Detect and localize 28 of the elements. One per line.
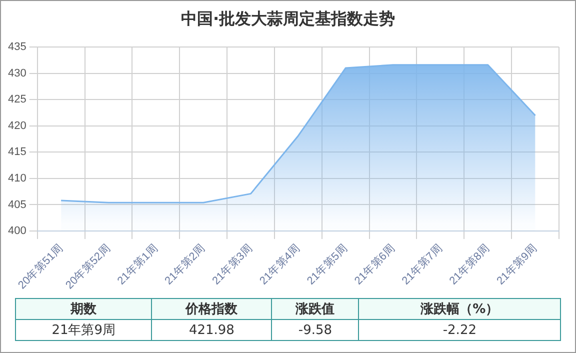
y-tick-label: 420	[8, 120, 26, 132]
x-tick-label: 21年第1周	[115, 242, 160, 288]
text: -9.58	[272, 320, 359, 340]
text: 涨跌值	[272, 298, 359, 320]
y-tick-label: 425	[8, 94, 26, 106]
y-tick-label: 435	[8, 41, 26, 54]
x-tick-label: 21年第3周	[210, 242, 256, 288]
text: 21年第9周	[16, 320, 152, 340]
text: 期数	[16, 298, 152, 320]
chart-title: 中国·批发大蒜周定基指数走势	[180, 9, 396, 30]
x-tick-label: 21年第5周	[305, 242, 350, 288]
x-tick-label: 21年第9周	[494, 242, 540, 288]
x-tick-label: 21年第6周	[352, 242, 398, 288]
text: -2.22	[358, 320, 560, 340]
x-tick-label: 21年第2周	[162, 242, 208, 288]
x-tick-label: 21年第8周	[447, 242, 492, 288]
text: 涨跌幅（%）	[358, 298, 560, 320]
y-tick-label: 410	[8, 172, 26, 184]
x-tick-label: 21年第4周	[258, 242, 302, 288]
y-tick-label: 415	[8, 146, 26, 158]
x-tick-label: 21年第7周	[400, 242, 445, 288]
x-tick-label: 20年第52周	[64, 242, 113, 292]
y-tick-label: 405	[8, 198, 26, 211]
text: 421.98	[152, 320, 272, 340]
y-tick-label: 430	[8, 67, 26, 80]
y-tick-label: 400	[8, 225, 26, 238]
text: 价格指数	[152, 298, 272, 320]
x-tick-label: 20年第51周	[16, 242, 66, 292]
